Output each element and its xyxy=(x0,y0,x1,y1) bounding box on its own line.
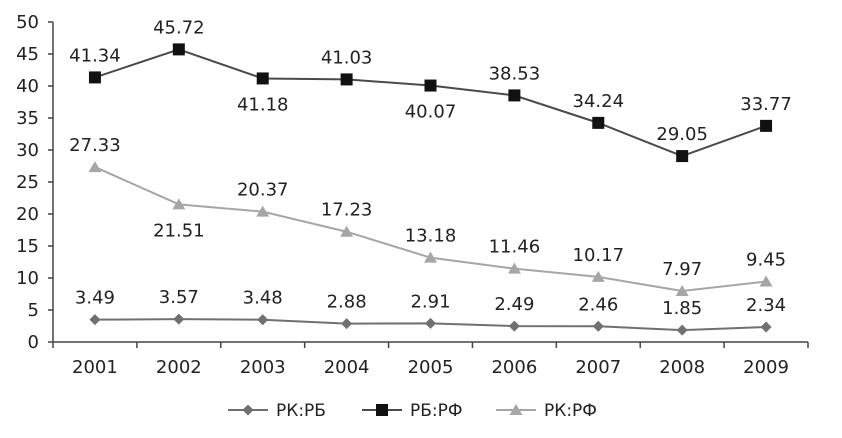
data-label: 3.49 xyxy=(75,288,115,309)
y-tick-label: 30 xyxy=(16,140,39,161)
data-point-s2-2004 xyxy=(340,73,353,86)
data-label: 41.18 xyxy=(237,94,289,115)
data-point-s3-2002 xyxy=(172,198,186,210)
data-label: 2.88 xyxy=(327,292,367,313)
data-point-s1-2003 xyxy=(257,314,269,326)
legend-item-2: РБ:РФ xyxy=(362,401,463,421)
x-tick-label: 2008 xyxy=(659,357,705,378)
legend-label: РК:РФ xyxy=(544,401,597,421)
chart-legend: РК:РБ РБ:РФ РК:РФ xyxy=(228,401,597,421)
data-label: 29.05 xyxy=(656,124,708,145)
chart-axes: 0 5 10 15 20 25 30 35 40 45 50 2001 2002 2003 2004 2005… xyxy=(16,12,809,378)
x-tick-label: 2001 xyxy=(72,357,118,378)
x-tick-label: 2006 xyxy=(491,357,537,378)
y-tick-label: 50 xyxy=(16,12,39,33)
data-point-s2-2006 xyxy=(508,89,521,102)
data-label: 2.49 xyxy=(494,294,534,315)
data-point-s1-2005 xyxy=(425,317,436,329)
data-label: 21.51 xyxy=(153,220,205,241)
legend-item-3: РК:РФ xyxy=(496,401,597,421)
data-point-s2-2001 xyxy=(88,71,101,84)
data-point-s1-2001 xyxy=(89,314,101,326)
data-point-s2-2008 xyxy=(676,150,689,163)
data-point-s2-2003 xyxy=(256,72,269,85)
x-tick-label: 2004 xyxy=(324,357,370,378)
y-tick-label: 45 xyxy=(16,44,39,65)
y-tick-label: 35 xyxy=(16,108,39,129)
data-point-s3-2007 xyxy=(591,270,605,282)
data-label: 3.57 xyxy=(159,287,199,308)
data-label: 11.46 xyxy=(489,237,541,258)
data-label: 41.34 xyxy=(69,45,121,66)
data-point-s2-2007 xyxy=(592,116,605,129)
data-label: 27.33 xyxy=(69,135,121,156)
legend-marker xyxy=(509,404,523,415)
data-label: 20.37 xyxy=(237,180,289,201)
data-point-s1-2006 xyxy=(508,320,520,332)
x-tick-label: 2002 xyxy=(156,357,202,378)
data-point-s3-2006 xyxy=(507,262,521,274)
data-label: 45.72 xyxy=(153,17,205,38)
legend-label: РК:РБ xyxy=(276,401,326,421)
data-label: 2.34 xyxy=(746,295,786,316)
legend-marker xyxy=(242,404,254,416)
x-tick-label: 2005 xyxy=(408,357,454,378)
data-label: 41.03 xyxy=(321,47,373,68)
data-label: 13.18 xyxy=(405,226,457,247)
data-point-s3-2009 xyxy=(759,275,773,287)
data-label: 1.85 xyxy=(662,298,702,319)
data-point-s1-2009 xyxy=(760,321,772,333)
data-label: 34.24 xyxy=(573,91,625,112)
data-label: 2.91 xyxy=(410,291,450,312)
data-label: 38.53 xyxy=(489,63,541,84)
y-tick-label: 0 xyxy=(28,332,39,353)
data-label: 9.45 xyxy=(746,250,786,271)
y-tick-label: 25 xyxy=(16,172,39,193)
y-tick-label: 5 xyxy=(28,300,39,321)
data-label: 17.23 xyxy=(321,200,373,221)
data-point-s3-2008 xyxy=(675,284,689,296)
data-point-s1-2004 xyxy=(341,318,353,330)
legend-label: РБ:РФ xyxy=(410,401,463,421)
chart-data-labels: 3.49 3.57 3.48 2.88 2.91 2.49 2.46 1.85 2.34 41.3… xyxy=(69,17,792,319)
y-tick-label: 20 xyxy=(16,204,39,225)
data-point-s2-2009 xyxy=(760,119,773,132)
data-point-s2-2002 xyxy=(172,43,185,56)
data-point-s1-2002 xyxy=(173,313,185,325)
data-label: 10.17 xyxy=(573,245,625,266)
data-point-s1-2007 xyxy=(592,320,604,332)
data-point-s1-2008 xyxy=(676,324,688,336)
data-point-s2-2005 xyxy=(424,79,437,92)
x-tick-label: 2003 xyxy=(240,357,286,378)
data-label: 33.77 xyxy=(740,94,792,115)
x-tick-label: 2009 xyxy=(743,357,789,378)
y-tick-label: 15 xyxy=(16,236,39,257)
legend-item-1: РК:РБ xyxy=(228,401,326,421)
legend-marker xyxy=(376,404,388,416)
y-tick-label: 10 xyxy=(16,268,39,289)
data-label: 3.48 xyxy=(243,288,283,309)
data-point-s3-2001 xyxy=(88,161,102,173)
data-label: 7.97 xyxy=(662,259,702,280)
y-tick-label: 40 xyxy=(16,76,39,97)
data-label: 2.46 xyxy=(578,294,618,315)
data-point-s3-2005 xyxy=(424,251,437,263)
data-point-s3-2003 xyxy=(256,205,270,217)
x-tick-label: 2007 xyxy=(575,357,621,378)
data-label: 40.07 xyxy=(405,102,457,123)
chart-series xyxy=(88,43,773,336)
data-point-s3-2004 xyxy=(340,225,354,237)
